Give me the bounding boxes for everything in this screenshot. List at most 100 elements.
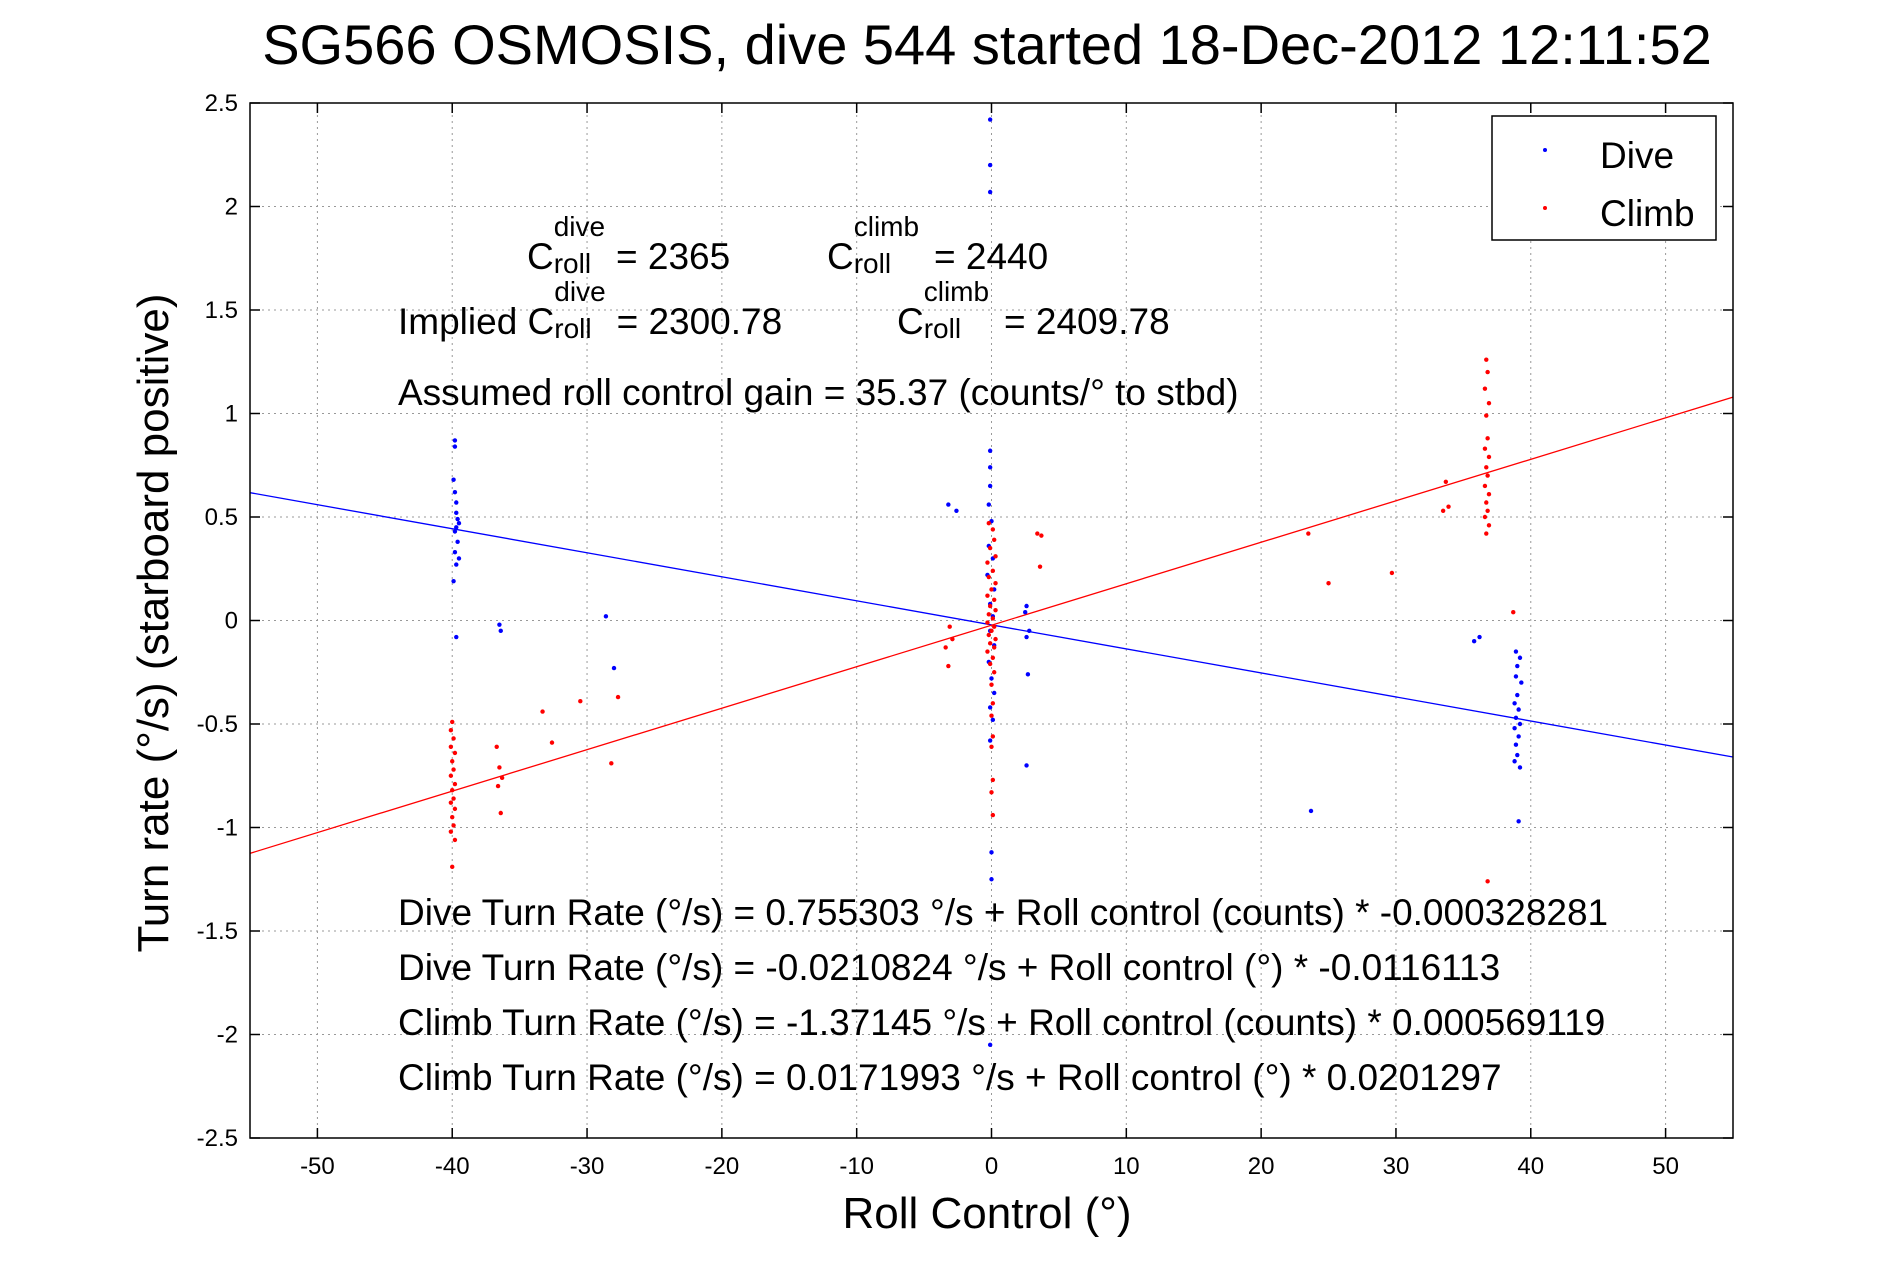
climb-data-point	[989, 790, 994, 795]
dive-data-point	[456, 556, 462, 561]
climb-data-point	[499, 775, 505, 781]
climb-data-point	[993, 636, 998, 642]
climb-data-point	[1035, 531, 1040, 536]
x-tick-label: 50	[1652, 1153, 1679, 1180]
dive-data-point	[1024, 603, 1029, 609]
climb-data-point	[990, 616, 996, 621]
climb-data-point	[1037, 564, 1043, 569]
climb-data-point	[987, 603, 993, 609]
tick-layer: -50 -40 -30 -20 -10 0 10 20 30 40 50-2.5-2-1.5-1-0…	[197, 90, 1733, 1180]
y-tick-label: -1	[217, 815, 238, 842]
c-climb-symbol: C	[827, 236, 854, 277]
climb-data-point	[1326, 581, 1331, 586]
climb-data-point	[549, 740, 555, 745]
dive-data-point	[1308, 808, 1314, 814]
dive-data-point	[603, 614, 609, 619]
dive-data-point	[451, 477, 456, 482]
climb-data-point	[990, 655, 996, 660]
climb-data-point	[452, 806, 458, 812]
dive-data-point	[954, 508, 959, 513]
point-layer	[448, 117, 1524, 1048]
climb-data-point	[450, 719, 455, 725]
climb-data-point	[452, 781, 458, 787]
dive-data-point	[455, 516, 460, 522]
climb-data-point	[1484, 500, 1489, 505]
climb-data-point	[450, 788, 455, 793]
implied-c-dive-scripts: dive roll	[554, 276, 606, 344]
climb-data-point	[990, 568, 996, 574]
implied-c-climb-scripts: climb roll	[924, 276, 994, 344]
dive-degrees-equation: Dive Turn Rate (°/s) = -0.0210824 °/s + …	[398, 947, 1501, 988]
y-tick-label: 2.5	[205, 90, 238, 117]
dive-data-point	[987, 1042, 993, 1048]
climb-data-point	[494, 744, 499, 749]
climb-data-point	[991, 645, 997, 650]
dive-data-point	[1025, 672, 1031, 677]
dive-data-point	[1515, 752, 1520, 758]
dive-data-point	[1512, 759, 1517, 764]
climb-data-point	[993, 554, 998, 559]
climb-data-point	[1486, 454, 1492, 460]
climb-data-point	[991, 670, 997, 675]
climb-data-point	[993, 607, 998, 613]
climb-data-point	[1482, 386, 1488, 391]
c-climb-subscript: roll	[853, 248, 892, 279]
dive-data-point	[1517, 721, 1523, 727]
y-axis-label: Turn rate (°/s) (starboard positive)	[129, 293, 178, 952]
implied-c-dive-value: = 2300.78	[616, 301, 783, 342]
climb-data-point	[989, 744, 994, 749]
dive-data-point	[497, 622, 502, 627]
climb-data-point	[990, 701, 996, 706]
dive-data-point	[452, 489, 458, 495]
climb-data-point	[1486, 523, 1492, 528]
climb-data-point	[985, 593, 990, 598]
dive-data-point	[454, 500, 459, 505]
climb-data-point	[991, 537, 997, 542]
dive-data-point	[987, 117, 993, 122]
dive-data-point	[1516, 707, 1521, 712]
y-tick-label: 1.5	[205, 297, 238, 324]
dive-data-point	[454, 510, 459, 516]
x-tick-label: 10	[1113, 1153, 1140, 1180]
x-axis-label: Roll Control (°)	[843, 1189, 1132, 1238]
climb-data-point	[986, 574, 992, 580]
implied-c-climb-symbol: C	[897, 301, 924, 342]
climb-data-point	[946, 663, 951, 669]
dive-data-point	[1024, 763, 1029, 768]
dive-data-point	[989, 877, 994, 882]
climb-data-point	[1486, 400, 1492, 406]
dive-data-point	[1477, 634, 1482, 640]
climb-data-point	[451, 736, 456, 741]
climb-data-point	[986, 612, 992, 617]
climb-data-point	[990, 777, 996, 783]
climb-data-point	[450, 814, 455, 820]
dive-data-point	[989, 850, 994, 855]
climb-data-point	[986, 521, 992, 526]
climb-data-point	[448, 800, 454, 805]
gain-annotation: Assumed roll control gain = 35.37 (count…	[398, 372, 1239, 413]
climb-data-point	[1484, 413, 1489, 418]
climb-data-point	[989, 713, 994, 718]
x-tick-label: -40	[435, 1153, 470, 1180]
climb-data-point	[1446, 504, 1451, 509]
legend: Dive Climb	[1491, 115, 1717, 241]
c-dive-scripts: dive roll	[554, 211, 606, 279]
fit-line-layer	[249, 396, 1734, 854]
climb-data-point	[947, 624, 952, 629]
climb-data-point	[986, 632, 992, 638]
climb-data-point	[987, 661, 993, 667]
dive-data-point	[989, 676, 994, 681]
y-tick-label: -0.5	[197, 711, 238, 738]
climb-data-point	[985, 649, 990, 654]
y-tick-label: 0.5	[205, 504, 238, 531]
dive-data-point	[1519, 680, 1524, 685]
climb-data-point	[448, 829, 454, 834]
dive-data-point	[1027, 628, 1032, 634]
climb-data-point	[578, 699, 583, 704]
c-dive-value: = 2365	[616, 236, 731, 277]
y-tick-label: -2.5	[197, 1125, 238, 1152]
